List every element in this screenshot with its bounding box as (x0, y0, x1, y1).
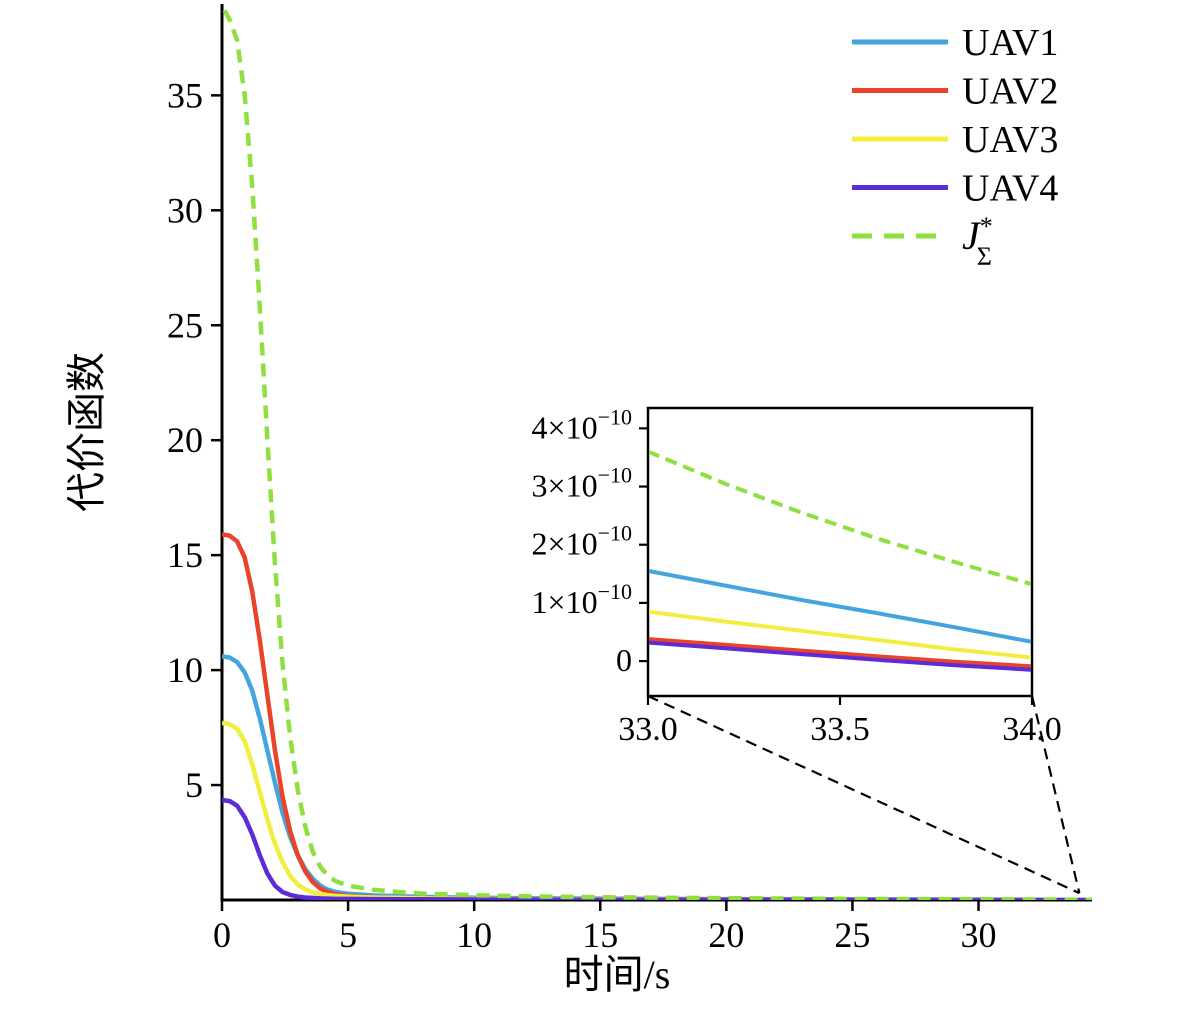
y-tick-label: 25 (167, 305, 203, 345)
inset-y-tick-label: 0 (616, 642, 632, 678)
y-tick-label: 35 (167, 75, 203, 115)
inset-x-tick-label: 33.0 (618, 711, 678, 748)
x-tick-label: 20 (708, 915, 744, 955)
zoom-connector-line (647, 694, 1080, 895)
inset-series-line-UAV4 (649, 640, 1031, 672)
inset-series-line-UAV1 (649, 569, 1031, 644)
inset-series-line-UAV3 (649, 609, 1031, 660)
zoom-connector-layer (647, 694, 1081, 895)
inset-y-tick-label: 2×10−10 (532, 521, 632, 562)
x-axis-label: 时间/s (564, 952, 671, 997)
x-tick-label: 0 (213, 915, 231, 955)
main-series-layer (222, 9, 1093, 900)
inset-y-tick-label: 3×10−10 (532, 463, 632, 504)
x-tick-label: 15 (582, 915, 618, 955)
x-tick-label: 5 (339, 915, 357, 955)
inset-y-tick-label: 1×10−10 (532, 579, 632, 620)
inset-x-tick-label: 34.0 (1002, 711, 1062, 748)
y-tick-label: 15 (167, 535, 203, 575)
series-line-UAV4 (222, 797, 1092, 900)
legend-label-UAV1: UAV1 (962, 22, 1058, 64)
main-axes-layer: 0 5 10 15 20 25 30 5 10 15 20 25 30 35 (167, 4, 1092, 955)
series-line-UAV3 (222, 720, 1092, 900)
legend-label-J_sigma_star: J* Σ (962, 212, 993, 271)
zoom-connector-line (1030, 695, 1081, 894)
y-tick-label: 5 (185, 765, 203, 805)
y-axis-label: 代价函数 (64, 352, 109, 512)
inset-y-tick-label: 4×10−10 (532, 404, 632, 445)
series-line-J_sigma_star (222, 9, 1093, 900)
y-tick-label: 20 (167, 420, 203, 460)
x-tick-label: 30 (961, 915, 997, 955)
x-tick-label: 25 (834, 915, 870, 955)
legend-label-UAV4: UAV4 (962, 168, 1058, 210)
x-tick-label: 10 (456, 915, 492, 955)
legend-label-UAV2: UAV2 (962, 71, 1058, 113)
inset-series-line-UAV2 (649, 637, 1031, 669)
legend-label-UAV3: UAV3 (962, 119, 1058, 161)
y-tick-label: 10 (167, 650, 203, 690)
inset-axes: 33.0 33.5 34.0 0 1×10−10 2×10−10 3×10−10 4×10−1… (532, 404, 1062, 748)
inset-x-tick-label: 33.5 (810, 711, 870, 748)
y-tick-label: 30 (167, 190, 203, 230)
